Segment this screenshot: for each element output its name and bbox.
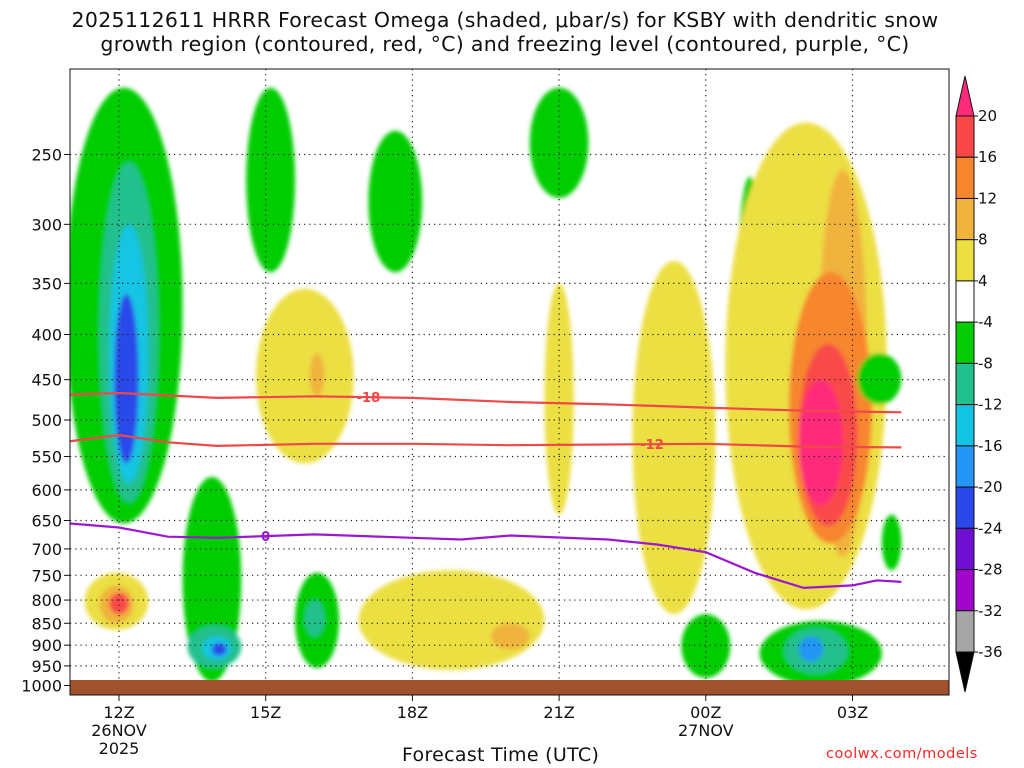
colorbar-label-0: 20 <box>978 107 997 125</box>
y-tick-label-1000: 1000 <box>21 677 62 696</box>
colorbar-label-3: 8 <box>978 231 988 249</box>
omega-shading-group <box>70 87 902 686</box>
omega-cell-17 <box>358 570 545 670</box>
y-tick-label-650: 650 <box>31 512 62 531</box>
y-tick-label-950: 950 <box>31 657 62 676</box>
omega-cell-11 <box>246 87 296 273</box>
y-tick-label-900: 900 <box>31 636 62 655</box>
colorbar-swatch-5 <box>955 280 975 323</box>
omega-cell-6 <box>109 592 129 615</box>
contour-line-2 <box>70 522 902 590</box>
colorbar-label-8: -16 <box>978 437 1003 455</box>
colorbar-swatch-2 <box>955 156 975 199</box>
colorbar-swatch-9 <box>955 445 975 488</box>
omega-cell-33 <box>857 353 902 405</box>
x-tick-label-15Z: 15Z <box>250 703 281 722</box>
colorbar-swatch-11 <box>955 527 975 571</box>
omega-shading <box>70 87 902 686</box>
x-tick-sublabel-12Z-1: 2025 <box>99 739 140 758</box>
colorbar-swatch-6 <box>955 321 975 364</box>
x-tick-label-12Z: 12Z <box>103 703 134 722</box>
credit-link[interactable]: coolwx.com/models <box>826 746 978 762</box>
ground-strip <box>70 680 949 695</box>
omega-cell-12 <box>255 288 354 464</box>
colorbar-swatch-12 <box>955 569 975 612</box>
omega-cell-16 <box>368 130 423 273</box>
colorbar-swatch-10 <box>955 486 975 529</box>
x-tick-label-21Z: 21Z <box>543 703 574 722</box>
omega-cell-10 <box>211 643 227 656</box>
omega-cell-32 <box>798 636 824 662</box>
colorbar-label-12: -32 <box>978 602 1003 620</box>
x-tick-sublabel-00Z-0: 27NOV <box>678 721 734 740</box>
colorbar-swatch-1 <box>955 115 975 158</box>
x-tick-label-18Z: 18Z <box>397 703 428 722</box>
x-tick-sublabel-12Z-0: 26NOV <box>91 721 147 740</box>
colorbar-label-13: -36 <box>978 643 1003 661</box>
colorbar-top-arrow <box>955 75 975 117</box>
omega-cell-29 <box>798 379 843 506</box>
colorbar-label-4: 4 <box>978 272 988 290</box>
omega-cell-3 <box>114 294 139 464</box>
contour-label-1: -12 <box>640 438 664 453</box>
y-tick-label-450: 450 <box>31 371 62 390</box>
contour-lines: -18 -12 0 <box>70 391 902 590</box>
title-line-1: 2025112611 HRRR Forecast Omega (shaded, … <box>71 8 939 32</box>
omega-cell-22 <box>681 614 731 678</box>
omega-cell-21 <box>632 260 716 615</box>
colorbar-swatch-3 <box>955 197 975 241</box>
colorbar-label-1: 16 <box>978 148 997 166</box>
colorbar-label-7: -12 <box>978 396 1003 414</box>
y-tick-label-550: 550 <box>31 448 62 467</box>
omega-cell-15 <box>304 600 325 637</box>
contour-label-2: 0 <box>261 530 270 545</box>
chart-title: 2025112611 HRRR Forecast Omega (shaded, … <box>0 8 1010 56</box>
plot-frame <box>69 68 950 696</box>
contour-line-1 <box>70 433 902 449</box>
colorbar-label-9: -20 <box>978 478 1003 496</box>
colorbar: 20 16 12 8 4 -4 -8 -12 -16 -20 -24 -28 -32 -36 <box>955 75 1003 693</box>
y-tick-label-850: 850 <box>31 614 62 633</box>
x-tick-label-03Z: 03Z <box>837 703 868 722</box>
y-tick-label-750: 750 <box>31 566 62 585</box>
title-line-2: growth region (contoured, red, °C) and f… <box>100 32 910 56</box>
contour-line-0 <box>70 391 902 414</box>
y-tick-label-700: 700 <box>31 540 62 559</box>
colorbar-label-6: -8 <box>978 354 993 372</box>
x-axis-title: Forecast Time (UTC) <box>402 744 600 766</box>
y-tick-label-800: 800 <box>31 591 62 610</box>
x-tick-label-00Z: 00Z <box>690 703 721 722</box>
omega-cell-18 <box>490 623 530 650</box>
omega-cell-20 <box>544 283 574 515</box>
colorbar-swatch-8 <box>955 404 975 447</box>
y-tick-label-250: 250 <box>31 145 62 164</box>
omega-cell-34 <box>881 514 902 571</box>
omega-cell-13 <box>309 353 325 397</box>
colorbar-swatch-4 <box>955 239 975 282</box>
y-axis: 250 300 350 400 450 500 550 600 650 700 750 800 850 9… <box>21 145 70 696</box>
y-tick-label-500: 500 <box>31 411 62 430</box>
colorbar-label-2: 12 <box>978 189 997 207</box>
colorbar-swatch-13 <box>955 610 975 653</box>
contour-label-0: -18 <box>357 391 381 406</box>
y-tick-label-300: 300 <box>31 215 62 234</box>
y-tick-label-350: 350 <box>31 274 62 293</box>
colorbar-bottom-arrow <box>955 651 975 693</box>
y-tick-label-400: 400 <box>31 326 62 345</box>
colorbar-swatch-7 <box>955 362 975 406</box>
colorbar-label-11: -28 <box>978 561 1003 579</box>
y-tick-label-600: 600 <box>31 481 62 500</box>
colorbar-label-10: -24 <box>978 519 1003 537</box>
colorbar-label-5: -4 <box>978 313 993 331</box>
